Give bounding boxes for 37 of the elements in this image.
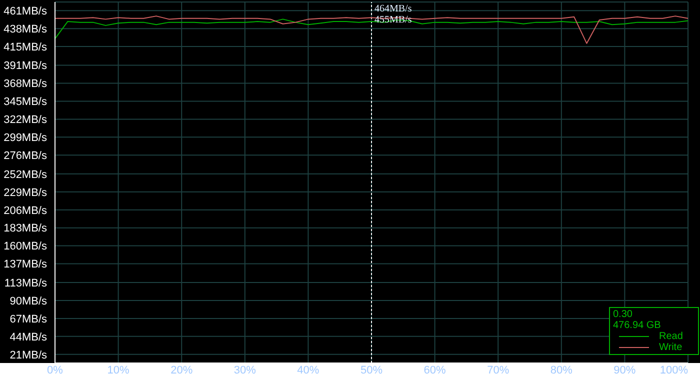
y-tick-label: 345MB/s bbox=[4, 96, 48, 108]
annotation: 0.30 bbox=[613, 309, 634, 320]
y-tick-label: 229MB/s bbox=[4, 186, 48, 199]
y-tick-label: 67MB/s bbox=[10, 313, 48, 326]
y-tick-label: 368MB/s bbox=[4, 78, 48, 90]
line-series bbox=[55, 16, 688, 44]
annotation: 464MB/s bbox=[374, 3, 412, 14]
y-tick-label: 299MB/s bbox=[4, 132, 48, 144]
legend-label: Write bbox=[659, 342, 682, 353]
y-tick-label: 21MB/s bbox=[10, 349, 48, 362]
x-tick-label: 10% bbox=[107, 364, 130, 376]
y-tick-label: 44MB/s bbox=[10, 331, 48, 344]
y-tick-label: 276MB/s bbox=[4, 150, 48, 162]
x-tick-label: 40% bbox=[297, 364, 320, 376]
y-tick-label: 206MB/s bbox=[4, 204, 48, 217]
y-tick-label: 415MB/s bbox=[4, 41, 48, 54]
y-tick-label: 137MB/s bbox=[4, 258, 48, 271]
x-tick-label: 70% bbox=[487, 364, 510, 376]
y-tick-label: 183MB/s bbox=[4, 222, 48, 235]
x-tick-label: 30% bbox=[234, 364, 256, 376]
x-tick-label: 60% bbox=[424, 364, 446, 376]
y-tick-label: 438MB/s bbox=[4, 23, 48, 36]
y-tick-label: 90MB/s bbox=[10, 295, 48, 308]
x-tick-label: 80% bbox=[550, 364, 573, 376]
y-tick-label: 322MB/s bbox=[4, 114, 48, 126]
x-tick-label: 0% bbox=[47, 364, 64, 376]
y-tick-label: 160MB/s bbox=[4, 240, 48, 253]
x-tick-label: 20% bbox=[170, 364, 193, 376]
x-tick-label: 100% bbox=[660, 364, 688, 376]
legend-label: Read bbox=[659, 331, 683, 342]
y-tick-label: 391MB/s bbox=[4, 60, 48, 72]
x-tick-label: 90% bbox=[614, 364, 636, 376]
y-tick-label: 113MB/s bbox=[4, 277, 48, 290]
x-tick-label: 50% bbox=[360, 364, 383, 376]
annotation: 476.94 GB bbox=[613, 320, 662, 331]
y-tick-label: 252MB/s bbox=[4, 168, 48, 181]
y-tick-label: 461MB/s bbox=[4, 6, 48, 18]
